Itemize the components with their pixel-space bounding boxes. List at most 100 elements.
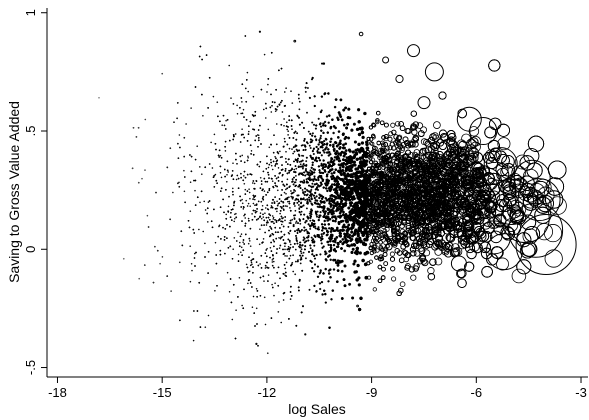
scatter-point: [193, 252, 196, 255]
scatter-point: [372, 287, 377, 292]
scatter-point: [261, 204, 264, 207]
scatter-point: [290, 190, 292, 192]
scatter-point: [282, 299, 285, 301]
scatter-point: [259, 228, 261, 230]
scatter-point: [321, 246, 324, 249]
scatter-point: [206, 221, 209, 223]
scatter-point: [199, 201, 201, 204]
scatter-point: [211, 167, 214, 169]
scatter-point: [159, 262, 161, 265]
scatter-point: [279, 212, 281, 215]
scatter-point: [247, 217, 250, 220]
scatter-point: [247, 130, 250, 133]
scatter-point: [304, 90, 307, 93]
scatter-point: [292, 152, 294, 155]
scatter-point: [241, 202, 244, 205]
scatter-point: [300, 210, 303, 213]
scatter-point: [238, 241, 241, 244]
scatter-point: [336, 215, 340, 218]
scatter-point: [204, 242, 206, 245]
scatter-point: [289, 298, 292, 300]
scatter-point: [216, 101, 219, 103]
scatter-point: [247, 242, 250, 245]
scatter-point: [288, 200, 291, 203]
scatter-point: [202, 230, 204, 233]
scatter-point: [319, 287, 322, 291]
scatter-point: [202, 115, 204, 117]
scatter-point: [214, 289, 216, 292]
scatter-point: [348, 233, 352, 237]
scatter-point: [308, 144, 311, 147]
scatter-point: [262, 238, 265, 240]
scatter-point: [146, 214, 149, 217]
scatter-point: [365, 142, 369, 147]
scatter-point: [267, 166, 270, 169]
scatter-point: [252, 202, 255, 205]
scatter-point: [320, 242, 323, 245]
scatter-point: [290, 90, 292, 93]
scatter-point: [496, 257, 509, 271]
scatter-point: [286, 178, 289, 181]
scatter-point: [278, 301, 280, 303]
scatter-point: [297, 97, 300, 100]
scatter-point: [246, 205, 249, 207]
scatter-point: [248, 240, 251, 242]
scatter-point: [190, 262, 193, 265]
scatter-point: [326, 219, 329, 222]
scatter-point: [287, 245, 290, 248]
scatter-point: [304, 257, 307, 260]
scatter-point: [161, 72, 163, 75]
scatter-point: [289, 207, 291, 209]
scatter-point: [250, 150, 253, 152]
scatter-point: [294, 273, 297, 276]
scatter-point: [309, 147, 312, 149]
scatter-point: [277, 167, 280, 169]
scatter-point: [183, 169, 185, 172]
scatter-point: [271, 215, 274, 217]
scatter-point: [276, 189, 279, 192]
scatter-point: [279, 205, 282, 208]
scatter-point: [141, 177, 143, 180]
scatter-point: [213, 133, 216, 136]
scatter-point: [276, 163, 279, 165]
scatter-point: [338, 166, 342, 170]
scatter-point: [233, 237, 236, 239]
scatter-point: [361, 135, 365, 140]
scatter-point: [348, 282, 352, 286]
scatter-point: [333, 105, 337, 109]
scatter-point: [313, 257, 317, 260]
scatter-point: [301, 189, 304, 191]
scatter-point: [287, 134, 289, 136]
scatter-point: [305, 207, 308, 210]
scatter-point: [343, 249, 347, 253]
scatter-point: [285, 192, 287, 195]
scatter-point: [325, 115, 329, 118]
scatter-point: [266, 352, 269, 355]
scatter-point: [292, 270, 295, 273]
scatter-point: [284, 219, 286, 222]
scatter-point: [410, 274, 417, 281]
scatter-point: [327, 154, 330, 157]
scatter-point: [344, 142, 348, 146]
scatter-point: [315, 138, 318, 141]
scatter-point: [307, 130, 310, 133]
scatter-point: [298, 241, 301, 244]
scatter-point: [350, 234, 355, 238]
scatter-point: [281, 111, 284, 113]
scatter-point: [255, 210, 258, 213]
scatter-point: [311, 139, 314, 142]
scatter-point: [357, 276, 361, 280]
scatter-point: [284, 248, 286, 251]
scatter-point: [314, 227, 317, 230]
scatter-point: [319, 184, 322, 187]
scatter-point: [244, 188, 247, 191]
scatter-point: [264, 212, 266, 214]
scatter-point: [283, 191, 286, 194]
scatter-point: [225, 180, 228, 183]
scatter-point: [263, 296, 266, 299]
scatter-point: [274, 155, 276, 158]
scatter-point: [284, 157, 287, 160]
scatter-point: [214, 241, 217, 244]
scatter-point: [311, 182, 314, 185]
scatter-point: [338, 141, 342, 145]
